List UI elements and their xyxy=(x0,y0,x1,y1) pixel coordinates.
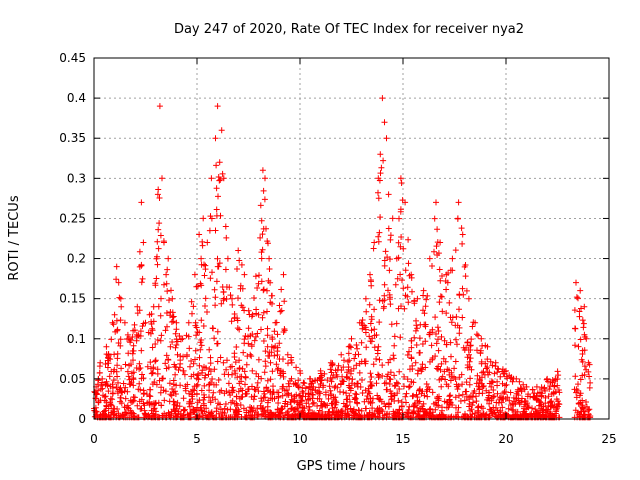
y-tick-label: 0.2 xyxy=(67,252,86,266)
y-tick-label: 0.45 xyxy=(59,51,86,65)
y-tick-label: 0.15 xyxy=(59,292,86,306)
roti-point-markers xyxy=(91,95,594,421)
y-tick-label: 0.05 xyxy=(59,372,86,386)
axis-ticks: 0 0.05 0.1 0.15 0.2 0.25 0.3 0.35 0.4 0.45 0 5 10 15 2… xyxy=(59,51,616,446)
y-tick-label: 0.25 xyxy=(59,211,86,225)
x-tick-label: 10 xyxy=(292,432,307,446)
x-tick-label: 0 xyxy=(90,432,98,446)
y-tick-label: 0.3 xyxy=(67,171,86,185)
y-axis-label: ROTI / TECUs xyxy=(7,195,22,280)
x-tick-label: 25 xyxy=(601,432,616,446)
chart-title: Day 247 of 2020, Rate Of TEC Index for r… xyxy=(174,22,524,37)
x-tick-label: 5 xyxy=(193,432,201,446)
y-tick-label: 0 xyxy=(78,412,86,426)
y-tick-label: 0.4 xyxy=(67,91,86,105)
data-points xyxy=(91,95,594,421)
y-tick-label: 0.1 xyxy=(67,332,86,346)
y-tick-label: 0.35 xyxy=(59,131,86,145)
x-tick-label: 15 xyxy=(395,432,410,446)
x-tick-label: 20 xyxy=(498,432,513,446)
x-axis-label: GPS time / hours xyxy=(297,459,406,474)
plot-frame xyxy=(93,57,610,420)
